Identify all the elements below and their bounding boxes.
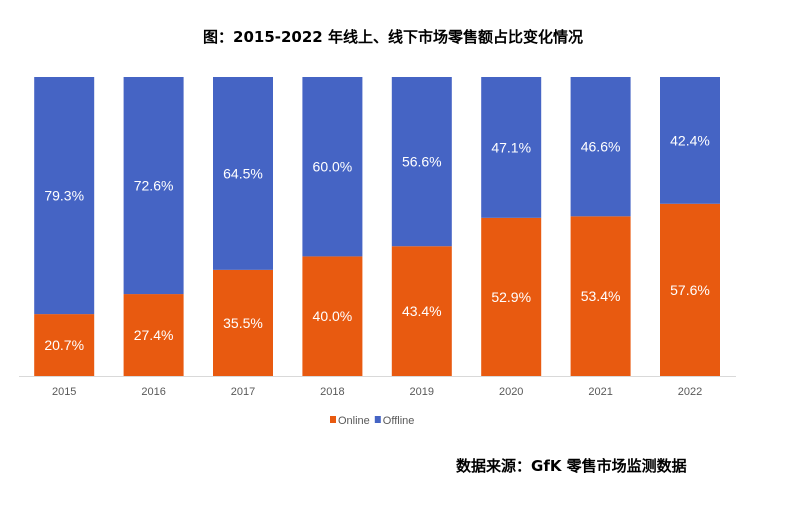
data-label-offline-2018: 60.0% bbox=[313, 159, 353, 175]
bar-online-2020 bbox=[481, 217, 542, 376]
legend-label-offline: Offline bbox=[383, 415, 415, 427]
bar-offline-2020 bbox=[481, 77, 542, 218]
data-label-offline-2022: 42.4% bbox=[670, 132, 710, 148]
data-label-online-2016: 27.4% bbox=[134, 327, 174, 343]
legend-swatch-offline bbox=[374, 416, 381, 423]
x-tick-2021: 2021 bbox=[588, 386, 612, 398]
bar-offline-2021 bbox=[570, 77, 631, 217]
x-tick-2019: 2019 bbox=[410, 386, 434, 398]
bar-online-2015 bbox=[34, 314, 95, 376]
data-label-offline-2020: 47.1% bbox=[491, 139, 531, 155]
x-tick-2015: 2015 bbox=[52, 386, 76, 398]
data-label-offline-2019: 56.6% bbox=[402, 154, 442, 170]
bar-online-2018 bbox=[302, 256, 363, 376]
data-label-online-2021: 53.4% bbox=[581, 288, 621, 304]
bar-offline-2022 bbox=[660, 77, 720, 204]
bar-offline-2019 bbox=[391, 77, 452, 247]
bar-online-2021 bbox=[570, 216, 631, 376]
data-label-online-2019: 43.4% bbox=[402, 303, 442, 319]
data-label-online-2022: 57.6% bbox=[670, 282, 710, 298]
x-tick-2020: 2020 bbox=[499, 386, 523, 398]
x-tick-2017: 2017 bbox=[231, 386, 255, 398]
data-source: 数据来源：GfK 零售市场监测数据 bbox=[456, 457, 687, 475]
bar-offline-2017 bbox=[213, 77, 273, 270]
bar-offline-2018 bbox=[302, 77, 363, 257]
bar-online-2016 bbox=[123, 294, 184, 376]
data-label-online-2018: 40.0% bbox=[313, 308, 353, 324]
data-label-online-2015: 20.7% bbox=[44, 337, 84, 353]
bar-offline-2016 bbox=[123, 77, 184, 295]
bar-online-2017 bbox=[213, 269, 273, 376]
bar-offline-2015 bbox=[34, 77, 95, 315]
legend-label-online: Online bbox=[338, 415, 370, 427]
x-tick-2018: 2018 bbox=[320, 386, 344, 398]
legend-swatch-online bbox=[330, 416, 336, 423]
data-label-offline-2021: 46.6% bbox=[581, 139, 621, 155]
data-label-offline-2015: 79.3% bbox=[44, 188, 84, 204]
bar-online-2019 bbox=[391, 246, 452, 376]
chart-title: 图：2015-2022 年线上、线下市场零售额占比变化情况 bbox=[203, 28, 583, 46]
x-tick-2016: 2016 bbox=[141, 386, 165, 398]
data-label-online-2020: 52.9% bbox=[491, 289, 531, 305]
x-tick-2022: 2022 bbox=[678, 386, 702, 398]
data-label-online-2017: 35.5% bbox=[223, 315, 263, 331]
bar-online-2022 bbox=[660, 203, 720, 376]
data-label-offline-2017: 64.5% bbox=[223, 165, 263, 181]
data-label-offline-2016: 72.6% bbox=[134, 178, 174, 194]
